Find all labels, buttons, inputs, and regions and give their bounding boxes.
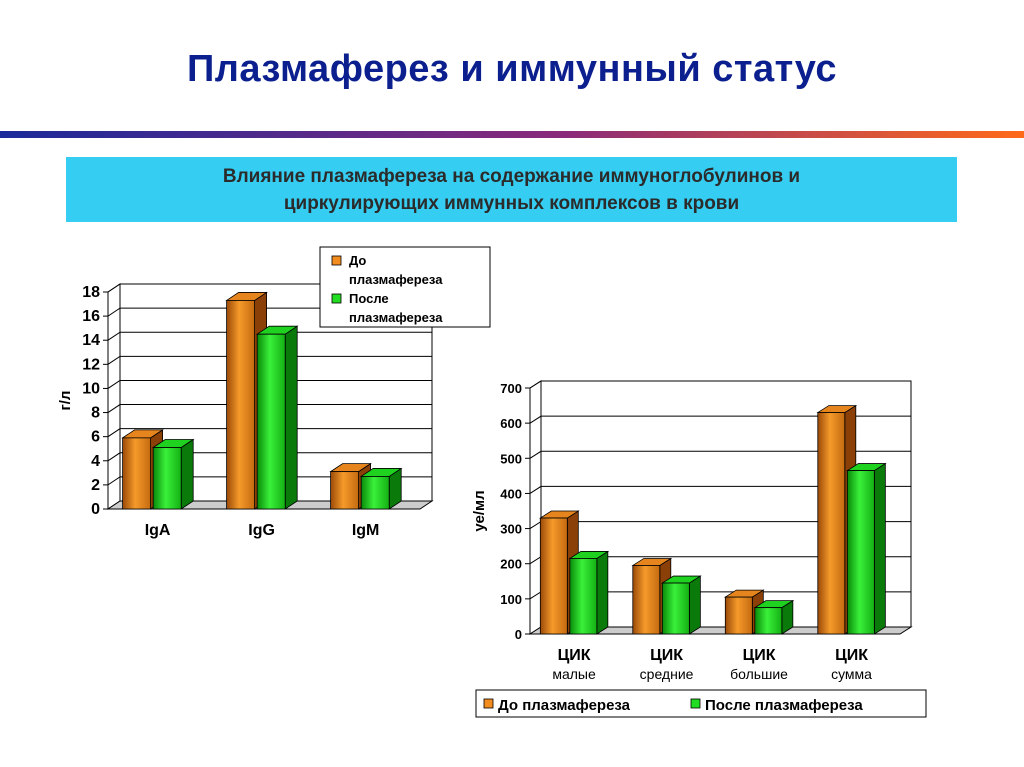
bar-before <box>724 596 753 635</box>
category-label: IgA <box>145 522 171 539</box>
category-label: ЦИК <box>835 647 868 664</box>
legend-label: плазмафереза <box>349 272 443 287</box>
y-tick-label: 400 <box>500 486 522 501</box>
y-axis-label: уе/мл <box>471 490 488 531</box>
gridline <box>107 355 432 365</box>
y-tick-label: 14 <box>82 332 100 349</box>
bar-before <box>226 300 256 510</box>
legend-swatch-after <box>690 698 701 709</box>
y-tick-label: 12 <box>82 356 100 373</box>
legend-label: До <box>349 253 366 268</box>
y-tick-label: 300 <box>500 522 522 537</box>
page-title: Плазмаферез и иммунный статус <box>186 48 838 90</box>
y-tick-label: 0 <box>91 501 100 518</box>
bar-after <box>661 582 690 635</box>
gridline <box>107 379 432 389</box>
bar-side <box>873 462 886 635</box>
legend-label: После плазмафереза <box>705 697 863 714</box>
y-tick-label: 4 <box>91 453 100 470</box>
gridline <box>107 476 432 486</box>
legend-box <box>475 689 927 718</box>
y-tick-label: 10 <box>82 380 100 397</box>
subtitle-line-2: циркулирующих иммунных комплексов в кров… <box>283 193 740 214</box>
bar-after <box>152 447 182 510</box>
y-tick-label: 200 <box>500 557 522 572</box>
plot-side-wall <box>107 283 121 510</box>
category-label: большие <box>730 666 788 682</box>
title-divider-bar <box>0 131 1024 138</box>
legend-swatch-before <box>483 698 494 709</box>
legend-label: До плазмафереза <box>498 697 631 714</box>
bar-side <box>596 550 609 635</box>
chart-immune-complexes: 0 100 200 300 400 500 600 700 уе/мл ЦИК малые ЦИК ср… <box>471 380 927 718</box>
y-tick-label: 2 <box>91 477 100 494</box>
y-tick-label: 8 <box>91 405 100 422</box>
subtitle-line-1: Влияние плазмафереза на содержание иммун… <box>222 166 801 187</box>
plot-side-wall <box>529 380 542 635</box>
gridline <box>529 380 911 389</box>
bar-after <box>360 476 390 510</box>
bar-after <box>256 333 286 510</box>
legend-label: После <box>349 291 389 306</box>
legend-box <box>319 246 491 328</box>
bar-before <box>330 471 360 510</box>
legend-immunoglobulins: До плазмафереза После плазмафереза <box>319 246 491 328</box>
bar-after <box>846 470 875 635</box>
gridline <box>529 415 911 424</box>
y-tick-label: 500 <box>500 451 522 466</box>
category-label: сумма <box>831 666 872 682</box>
legend-label: плазмафереза <box>349 310 443 325</box>
bar-after <box>569 558 598 635</box>
y-tick-label: 16 <box>82 308 100 325</box>
category-label: ЦИК <box>650 647 683 664</box>
y-axis-label: г/л <box>57 391 74 411</box>
category-label: IgG <box>248 522 275 539</box>
legend-immune-complexes: До плазмафереза После плазмафереза <box>475 689 927 718</box>
bar-side <box>688 575 701 635</box>
bar-side <box>180 438 194 510</box>
bar-before <box>632 565 661 635</box>
category-label: малые <box>552 666 596 682</box>
legend-swatch-after <box>331 293 342 304</box>
y-tick-label: 100 <box>500 592 522 607</box>
y-tick-label: 0 <box>515 627 522 642</box>
gridline <box>107 452 432 462</box>
gridline <box>107 428 432 438</box>
bar-side <box>284 325 298 510</box>
y-tick-label: 600 <box>500 416 522 431</box>
category-label: IgM <box>352 522 380 539</box>
bar-before <box>122 437 151 510</box>
gridline <box>107 404 432 413</box>
bar-after <box>754 607 783 635</box>
category-label: средние <box>640 666 694 682</box>
gridline <box>107 331 432 341</box>
gridline <box>529 450 911 459</box>
y-tick-label: 700 <box>500 381 522 396</box>
category-label: ЦИК <box>558 647 591 664</box>
y-tick-label: 18 <box>82 284 100 301</box>
category-label: ЦИК <box>743 647 776 664</box>
y-tick-label: 6 <box>91 429 100 446</box>
gridline <box>529 485 911 494</box>
chart-immunoglobulins: 0 2 4 6 8 10 12 14 16 18 г/л IgA IgG IgM До плазмаферез… <box>57 246 491 539</box>
subtitle-box: Влияние плазмафереза на содержание иммун… <box>66 157 957 222</box>
bar-before <box>817 412 846 635</box>
bar-before <box>539 517 568 635</box>
legend-swatch-before <box>331 255 342 266</box>
